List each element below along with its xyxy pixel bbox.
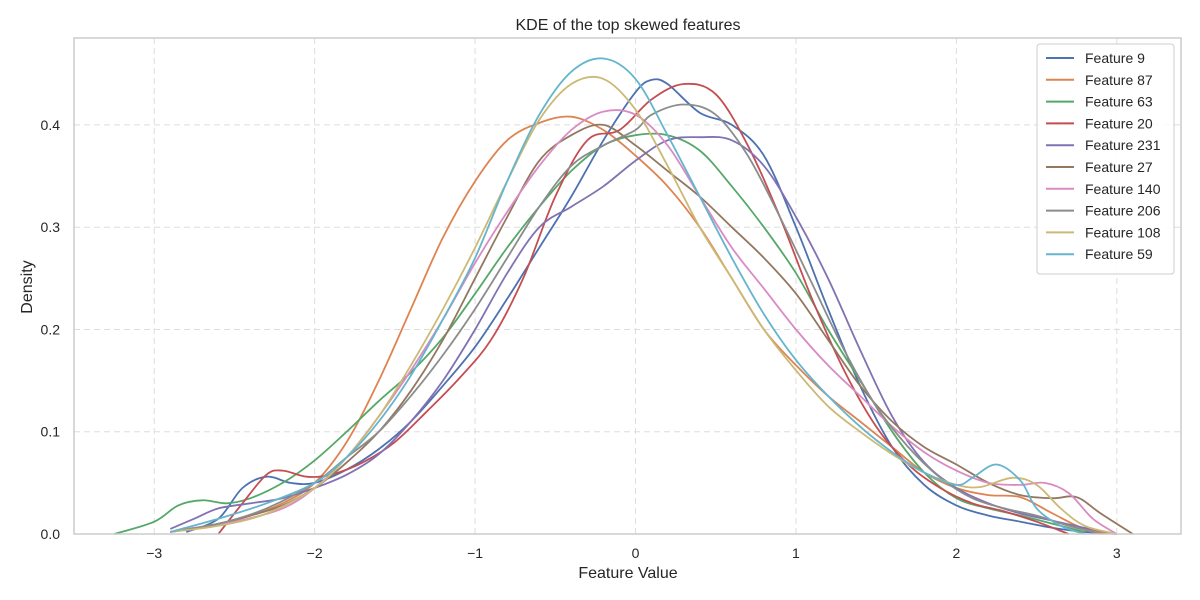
legend-entry: Feature 140 xyxy=(1085,181,1161,197)
series-line-feature-9 xyxy=(185,78,1117,535)
x-tick-label: −1 xyxy=(467,545,483,561)
legend-entry: Feature 63 xyxy=(1085,94,1153,110)
legend-entry: Feature 206 xyxy=(1085,203,1161,219)
x-axis-ticks: −3 −2 −1 0 1 2 3 xyxy=(146,545,1121,561)
legend-entry: Feature 59 xyxy=(1085,246,1153,262)
y-tick-label: 0.4 xyxy=(41,117,61,133)
series-line-feature-108 xyxy=(170,75,1118,535)
x-tick-label: 3 xyxy=(1113,545,1121,561)
series-line-feature-87 xyxy=(170,115,1117,535)
legend-entry: Feature 231 xyxy=(1085,137,1161,153)
plot-frame xyxy=(73,37,1182,535)
chart-title: KDE of the top skewed features xyxy=(515,17,740,34)
legend-entry: Feature 87 xyxy=(1085,72,1153,88)
legend-entry: Feature 27 xyxy=(1085,159,1153,175)
series-line-feature-63 xyxy=(113,132,1085,535)
legend-entry: Feature 108 xyxy=(1085,224,1161,240)
x-axis-label: Feature Value xyxy=(578,565,677,582)
x-tick-label: −2 xyxy=(307,545,323,561)
y-axis-ticks: 0.0 0.1 0.2 0.3 0.4 xyxy=(41,117,61,542)
y-tick-label: 0.3 xyxy=(41,219,61,235)
legend: Feature 9 Feature 87 Feature 63 Feature 20 F… xyxy=(1036,43,1175,275)
y-tick-label: 0.1 xyxy=(41,424,61,440)
x-tick-label: 0 xyxy=(632,545,640,561)
series-layer xyxy=(113,57,1134,535)
y-tick-label: 0.2 xyxy=(41,321,61,337)
x-tick-label: 2 xyxy=(952,545,960,561)
legend-entry: Feature 20 xyxy=(1085,115,1153,131)
x-tick-label: −3 xyxy=(146,545,162,561)
y-axis-label: Density xyxy=(19,260,36,313)
x-tick-label: 1 xyxy=(792,545,800,561)
series-line-feature-59 xyxy=(170,57,1085,535)
legend-entry: Feature 9 xyxy=(1085,50,1145,66)
y-tick-label: 0.0 xyxy=(41,526,61,542)
